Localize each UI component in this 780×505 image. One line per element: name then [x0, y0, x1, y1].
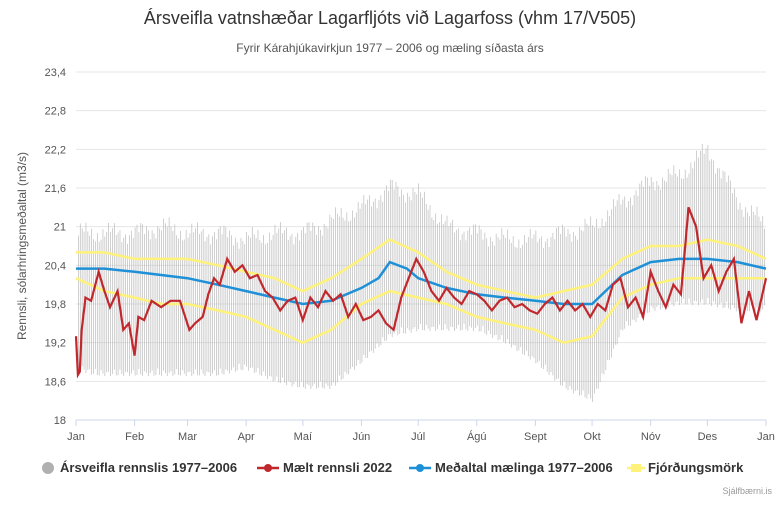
x-tick-label: Des — [698, 431, 718, 443]
y-tick-label: 21 — [54, 222, 66, 234]
legend-range-label: Ársveifla rennslis 1977–2006 — [60, 460, 237, 475]
y-tick-label: 18,6 — [45, 376, 66, 388]
legend-measured-marker — [264, 464, 272, 472]
x-tick-label: Mar — [178, 431, 197, 443]
chart-credit: Sjálfbærni.is — [722, 486, 772, 496]
y-axis-ticks: 18 18,6 19,2 19,8 20,4 21 21,6 22,2 22,8 23,4 — [45, 67, 66, 427]
legend-mean-label: Meðaltal mælinga 1977–2006 — [435, 460, 613, 475]
quartile-lower-line — [75, 276, 766, 345]
y-tick-label: 18 — [54, 415, 66, 427]
y-tick-label: 21,6 — [45, 183, 66, 195]
legend-range-marker — [42, 462, 54, 474]
chart-title: Ársveifla vatnshæðar Lagarfljóts við Lag… — [144, 8, 636, 28]
legend-item-measured[interactable]: Mælt rennsli 2022 — [257, 460, 392, 475]
legend-item-quartiles[interactable]: Fjórðungsmörk — [627, 460, 744, 475]
quartile-lines — [75, 238, 767, 345]
y-axis-title: Rennsli, sólarhringsmeðaltal (m3/s) — [15, 152, 29, 340]
mean-series — [76, 257, 767, 306]
x-tick-label: Maí — [294, 431, 312, 443]
legend-item-range[interactable]: Ársveifla rennslis 1977–2006 — [42, 460, 237, 475]
measured-series — [74, 206, 768, 379]
x-tick-label: Sept — [524, 431, 547, 443]
x-tick-label: Júl — [411, 431, 425, 443]
legend-measured-label: Mælt rennsli 2022 — [283, 460, 392, 475]
y-tick-label: 22,2 — [45, 144, 66, 156]
x-tick-label: Apr — [238, 431, 255, 443]
legend-quartiles-marker — [631, 464, 641, 472]
legend: Ársveifla rennslis 1977–2006 Mælt rennsl… — [42, 460, 744, 475]
chart-subtitle: Fyrir Kárahjúkavirkjun 1977 – 2006 og mæ… — [236, 41, 544, 55]
x-tick-label: Okt — [584, 431, 601, 443]
range-bars — [78, 143, 765, 402]
y-tick-label: 22,8 — [45, 106, 66, 118]
mean-line — [76, 257, 767, 306]
x-tick-label: Jan — [757, 431, 775, 443]
x-tick-label: Jan — [67, 431, 85, 443]
legend-mean-marker — [416, 464, 424, 472]
y-tick-label: 19,2 — [45, 338, 66, 350]
x-tick-label: Ágú — [467, 430, 487, 443]
legend-item-mean[interactable]: Meðaltal mælinga 1977–2006 — [409, 460, 613, 475]
x-tick-label: Feb — [125, 431, 144, 443]
x-tick-label: Jún — [353, 431, 371, 443]
x-tick-label: Nóv — [641, 431, 661, 443]
y-tick-label: 19,8 — [45, 299, 66, 311]
legend-quartiles-label: Fjórðungsmörk — [648, 460, 744, 475]
x-axis: Jan Feb Mar Apr Maí Jún Júl Ágú Sept Okt Nóv Des Jan — [67, 419, 775, 443]
measured-line — [74, 206, 768, 379]
quartile-upper-line — [76, 238, 767, 299]
y-tick-label: 23,4 — [45, 67, 66, 79]
y-tick-label: 20,4 — [45, 260, 66, 272]
